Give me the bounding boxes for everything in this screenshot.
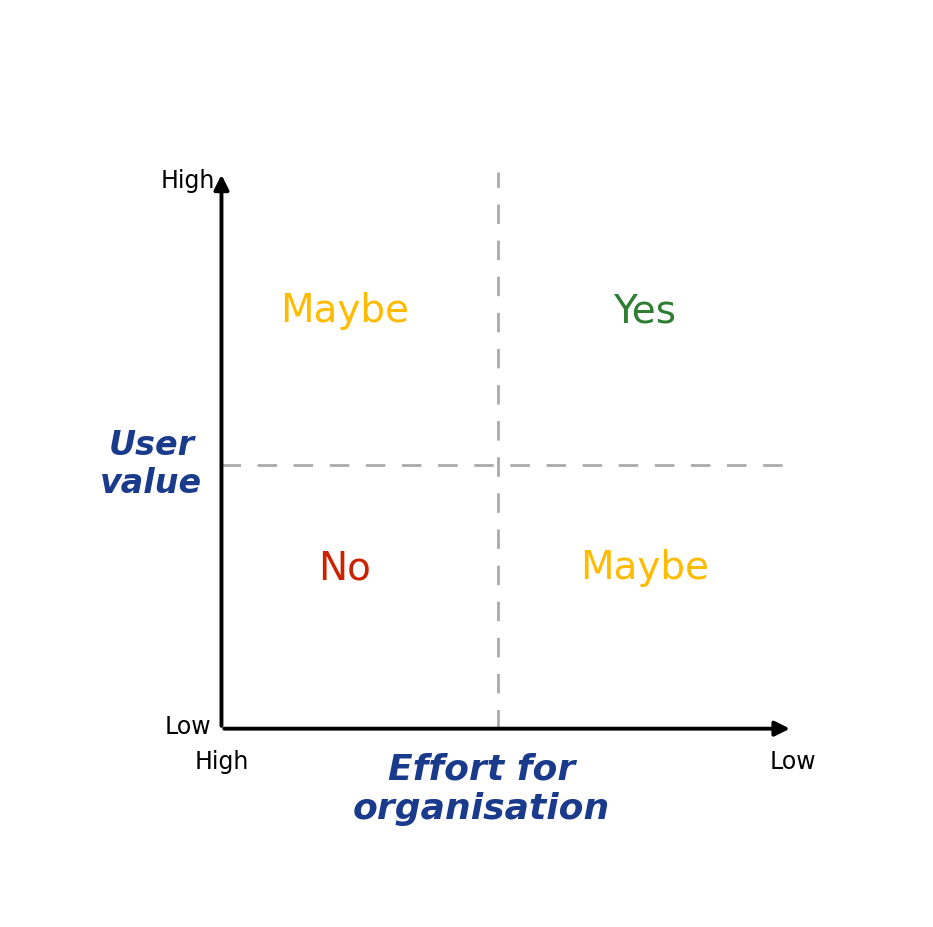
Text: High: High [194,750,249,774]
Text: High: High [160,170,215,193]
Text: Yes: Yes [613,292,676,330]
Text: Effort for
organisation: Effort for organisation [354,753,610,826]
Text: User
value: User value [100,429,202,501]
Text: No: No [318,549,370,587]
Text: Maybe: Maybe [280,292,409,330]
Text: Low: Low [770,750,816,774]
Text: Low: Low [164,715,211,739]
Text: Maybe: Maybe [580,549,709,587]
